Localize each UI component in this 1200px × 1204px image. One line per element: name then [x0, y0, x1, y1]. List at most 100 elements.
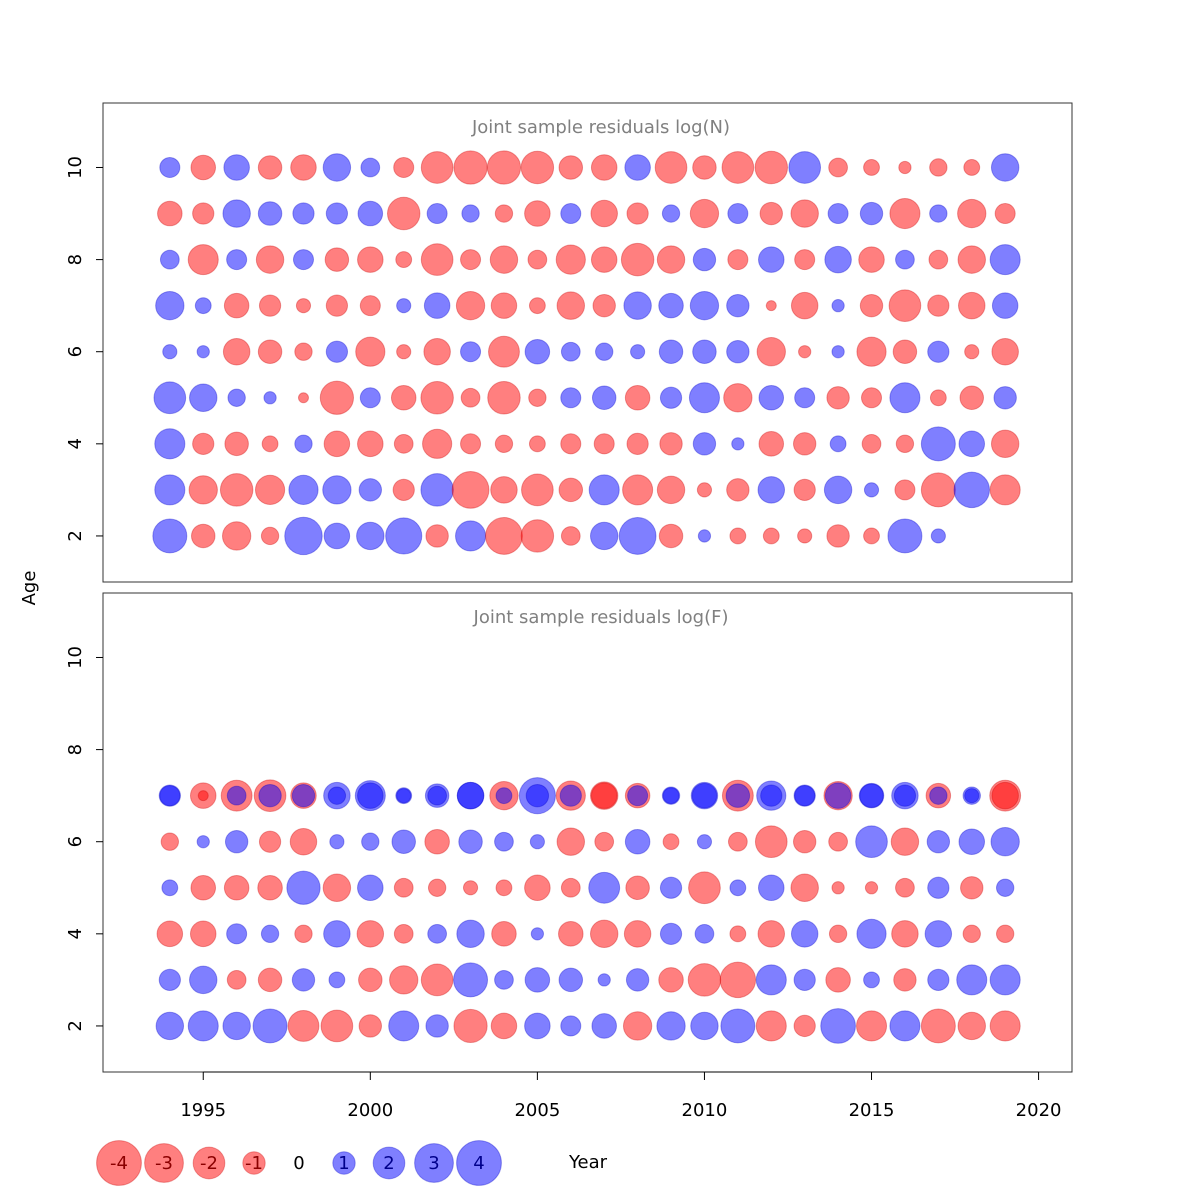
residual-bubble — [162, 344, 178, 360]
residual-bubble — [420, 381, 454, 415]
residual-bubble — [560, 433, 582, 455]
residual-bubble — [993, 386, 1017, 410]
x-tick-label: 2005 — [514, 1100, 560, 1121]
panel-frame — [102, 592, 1073, 1073]
residual-bubble-inner — [893, 784, 917, 807]
residual-bubble — [594, 831, 615, 852]
residual-bubble — [662, 833, 680, 851]
residual-bubble — [889, 382, 921, 414]
residual-bubble — [623, 291, 652, 320]
residual-bubble — [688, 871, 721, 905]
residual-bubble — [855, 1010, 888, 1042]
residual-bubble — [758, 246, 785, 273]
residual-bubble — [393, 877, 414, 898]
legend-bubble — [414, 1143, 454, 1183]
y-tick-label: 6 — [65, 346, 86, 357]
residual-bubble — [462, 880, 479, 896]
x-axis-label: Year — [568, 1152, 608, 1173]
panel-log-n: Joint sample residuals log(N) 2 4 6 8 10 — [65, 102, 1073, 583]
residual-bubble — [159, 249, 180, 270]
residual-bubble-inner — [929, 786, 948, 805]
residual-bubble-inner — [291, 783, 316, 808]
residual-bubble — [188, 475, 218, 505]
residual-bubble — [656, 475, 686, 505]
residual-bubble — [263, 391, 277, 405]
residual-bubble — [790, 920, 819, 948]
residual-bubble — [887, 518, 923, 554]
residual-bubble — [658, 339, 684, 364]
residual-bubble — [219, 473, 254, 507]
residual-bubble — [490, 476, 518, 504]
residual-bubble — [726, 293, 750, 318]
residual-bubble — [959, 385, 985, 411]
residual-bubble — [359, 387, 381, 409]
residual-bubble — [295, 298, 312, 314]
x-tick-label: 2000 — [347, 1100, 393, 1121]
residual-bubble-inner — [662, 787, 680, 805]
x-tick-label: 2020 — [1016, 1100, 1062, 1121]
residual-bubble — [190, 154, 217, 181]
residual-bubble — [291, 968, 316, 992]
residual-bubble — [659, 922, 683, 945]
residual-bubble — [323, 430, 351, 458]
residual-bubble — [494, 204, 514, 223]
residual-bubble — [529, 834, 545, 850]
residual-bubble — [990, 827, 1020, 857]
residual-bubble — [895, 249, 915, 270]
residual-bubble — [323, 522, 351, 550]
residual-bubble — [323, 920, 351, 948]
residual-bubble-inner — [226, 785, 247, 806]
residual-bubble — [661, 204, 681, 223]
residual-bubble — [286, 870, 321, 905]
residual-bubble — [654, 151, 688, 184]
residual-bubble — [258, 294, 282, 317]
residual-bubble — [692, 155, 717, 180]
residual-bubble — [829, 435, 847, 453]
x-axis-bottom: 1995 2000 2005 2010 2015 2020 — [180, 1071, 1062, 1121]
residual-bubble — [656, 1011, 686, 1041]
residual-bubble — [154, 428, 186, 460]
residual-bubble — [494, 970, 514, 990]
residual-bubble — [460, 249, 482, 271]
residual-bubble — [356, 920, 385, 948]
bubbles-log-n — [152, 150, 1021, 556]
residual-bubble — [152, 518, 188, 554]
residual-bubble — [797, 528, 813, 544]
residual-bubble-inner — [495, 787, 513, 805]
residual-bubble — [294, 924, 313, 944]
residual-bubble — [895, 877, 915, 898]
residual-bubble — [358, 478, 383, 502]
residual-bubble — [956, 964, 988, 996]
residual-bubble — [424, 828, 450, 855]
residual-bubble-inner — [590, 782, 618, 809]
residual-bubble — [894, 479, 916, 501]
residual-bubble — [527, 249, 548, 270]
residual-bubble — [319, 380, 355, 415]
residual-bubble — [620, 242, 655, 277]
residual-bubble — [325, 340, 349, 363]
residual-bubble — [528, 297, 546, 315]
residual-bubble — [697, 529, 712, 543]
residual-bubble — [729, 527, 747, 545]
residual-bubble — [258, 830, 282, 853]
residual-bubble — [422, 428, 453, 459]
residual-bubble — [727, 831, 748, 852]
residual-bubble — [860, 387, 883, 409]
residual-bubble — [855, 825, 888, 859]
residual-bubble — [762, 527, 780, 545]
residual-bubble — [689, 290, 720, 321]
residual-bubble — [920, 1008, 956, 1044]
residual-bubble — [957, 1011, 986, 1041]
residual-bubble — [689, 198, 720, 229]
residual-bubble — [864, 881, 879, 895]
residual-bubble — [963, 159, 981, 176]
residual-bubble — [192, 202, 215, 225]
residual-bubble — [320, 1009, 354, 1043]
residual-bubble — [863, 159, 880, 176]
residual-bubble — [893, 968, 917, 992]
residual-bubble — [895, 434, 915, 454]
residual-bubble — [618, 517, 657, 555]
residual-bubble — [292, 202, 315, 225]
residual-bubble — [255, 245, 285, 274]
residual-bubble — [794, 387, 816, 409]
